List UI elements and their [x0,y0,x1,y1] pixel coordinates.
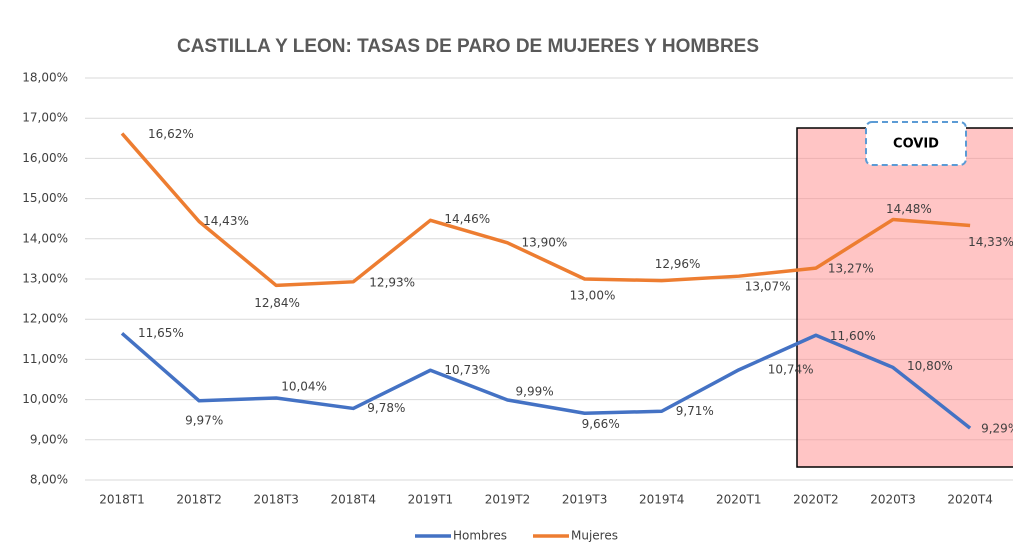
annotation: COVID [893,137,939,152]
data-label: 9,78% [367,401,405,415]
x-tick-label: 2018T4 [331,493,377,507]
data-label: 14,48% [886,202,932,216]
y-tick-label: 11,00% [22,352,68,366]
y-tick-label: 14,00% [22,231,68,245]
data-label: 9,99% [516,385,554,399]
data-label: 9,97% [185,413,223,427]
x-tick-label: 2020T4 [947,493,993,507]
data-label: 11,60% [830,329,876,343]
x-tick-label: 2020T2 [793,493,839,507]
data-label: 12,84% [254,296,300,310]
data-label: 13,07% [745,280,791,294]
x-tick-label: 2019T2 [485,493,531,507]
data-label: 14,46% [444,212,490,226]
x-tick-label: 2019T1 [408,493,454,507]
data-label: 11,65% [138,326,184,340]
data-label: 12,93% [369,275,415,289]
legend-label: Hombres [453,529,507,543]
data-label: 16,62% [148,127,194,141]
y-tick-label: 17,00% [22,111,68,125]
data-label: 9,29% [981,422,1013,436]
data-label: 13,00% [570,289,616,303]
data-label: 14,43% [203,214,249,228]
data-label: 9,66% [582,417,620,431]
data-label: 10,73% [444,363,490,377]
x-tick-label: 2020T1 [716,493,762,507]
y-tick-label: 9,00% [30,432,68,446]
x-tick-label: 2019T3 [562,493,608,507]
series-line [120,132,971,288]
y-tick-label: 8,00% [30,473,68,487]
y-tick-label: 18,00% [22,71,68,85]
y-tick-label: 13,00% [22,272,68,286]
data-label: 10,04% [281,379,327,393]
covid-region [796,127,1013,468]
x-tick-label: 2018T1 [99,493,145,507]
data-label: 9,71% [676,404,714,418]
legend-label: Mujeres [571,529,618,543]
data-label: 13,90% [522,235,568,249]
data-label: 10,74% [768,362,814,376]
series-line [120,331,972,430]
chart-title: CASTILLA Y LEON: TASAS DE PARO DE MUJERE… [177,36,759,57]
data-label: 12,96% [655,257,701,271]
data-label: 10,80% [907,359,953,373]
annotation-box [865,121,967,166]
x-tick-label: 2019T4 [639,493,685,507]
data-label: 14,33% [968,235,1013,249]
data-label: 13,27% [828,262,874,276]
y-tick-label: 16,00% [22,151,68,165]
x-tick-label: 2018T2 [176,493,222,507]
y-tick-label: 15,00% [22,191,68,205]
y-tick-label: 12,00% [22,312,68,326]
x-tick-label: 2020T3 [870,493,916,507]
x-tick-label: 2018T3 [253,493,299,507]
y-tick-label: 10,00% [22,392,68,406]
